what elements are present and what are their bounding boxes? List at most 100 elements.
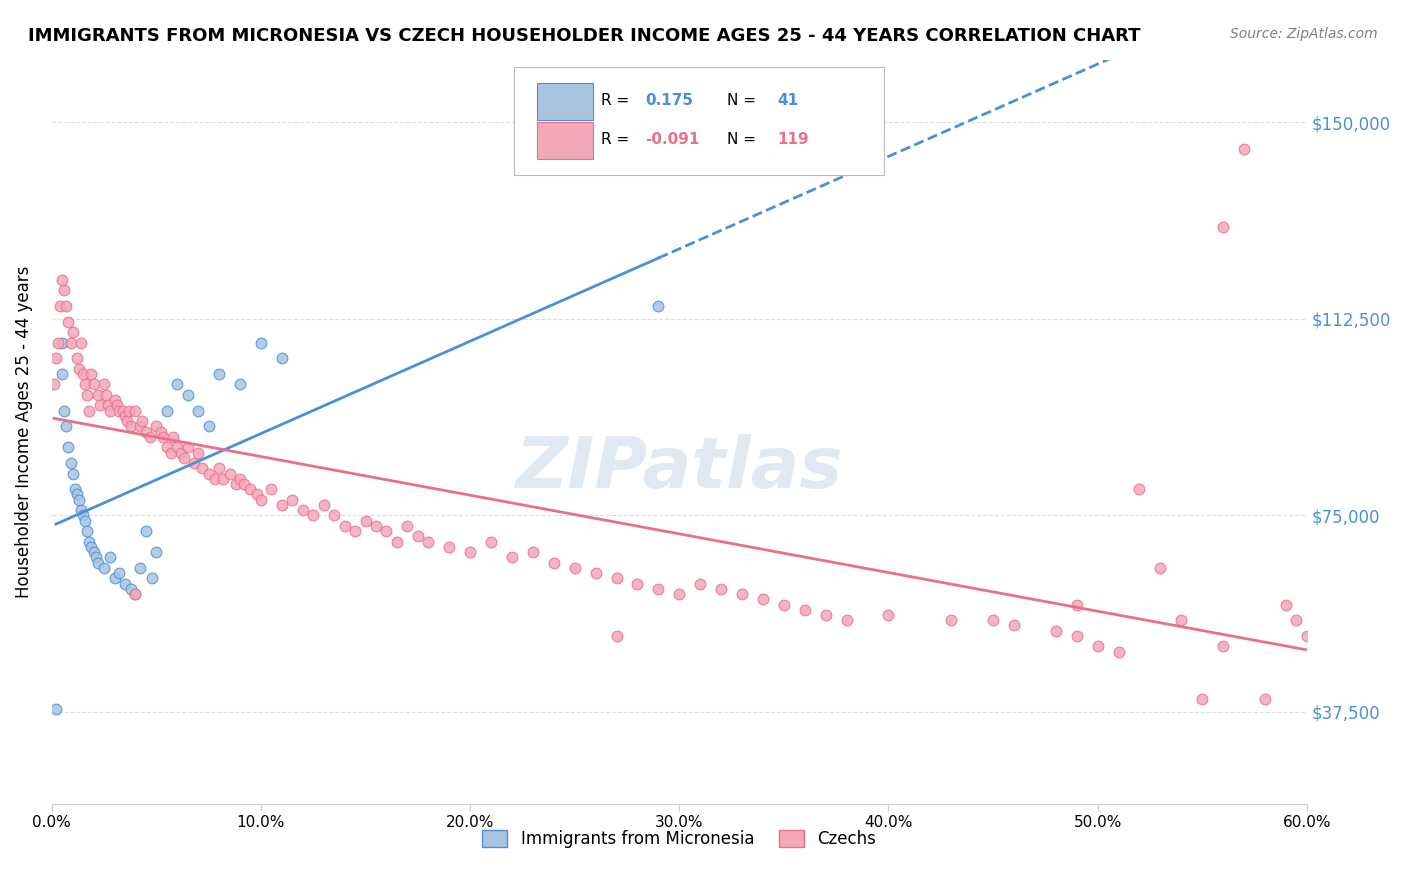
Point: [87, 556, 110, 570]
Text: R =: R =: [602, 93, 630, 108]
Point: [58, 440, 80, 454]
Point: [647, 582, 669, 596]
Point: [89, 399, 111, 413]
Text: R =: R =: [602, 132, 630, 146]
Point: [67, 492, 90, 507]
Point: [46, 335, 69, 350]
Text: Source: ZipAtlas.com: Source: ZipAtlas.com: [1230, 27, 1378, 41]
Point: [156, 403, 179, 417]
Point: [1170, 613, 1192, 627]
Point: [75, 514, 97, 528]
Point: [72, 367, 94, 381]
Point: [814, 607, 837, 622]
Point: [1108, 645, 1130, 659]
Point: [375, 524, 398, 538]
Point: [793, 603, 815, 617]
Point: [191, 461, 214, 475]
Point: [752, 592, 775, 607]
Point: [229, 377, 252, 392]
Point: [135, 524, 157, 538]
Text: IMMIGRANTS FROM MICRONESIA VS CZECH HOUSEHOLDER INCOME AGES 25 - 44 YEARS CORREL: IMMIGRANTS FROM MICRONESIA VS CZECH HOUS…: [28, 27, 1140, 45]
Point: [162, 430, 184, 444]
FancyBboxPatch shape: [513, 67, 884, 175]
Point: [418, 534, 440, 549]
Point: [111, 403, 134, 417]
Point: [66, 351, 89, 366]
Point: [120, 419, 142, 434]
Point: [62, 325, 84, 339]
Point: [66, 487, 89, 501]
Point: [51, 335, 73, 350]
Point: [59, 335, 82, 350]
Text: ZIPatlas: ZIPatlas: [516, 434, 844, 503]
Point: [149, 425, 172, 439]
Point: [53, 403, 76, 417]
Point: [70, 503, 93, 517]
Point: [772, 598, 794, 612]
Point: [941, 613, 963, 627]
Point: [312, 498, 335, 512]
Point: [76, 388, 98, 402]
Point: [166, 377, 188, 392]
Point: [1212, 640, 1234, 654]
Point: [835, 613, 858, 627]
Point: [605, 629, 627, 643]
Point: [1066, 598, 1088, 612]
Point: [76, 524, 98, 538]
Point: [62, 467, 84, 481]
Point: [105, 399, 128, 413]
Text: 41: 41: [778, 93, 799, 108]
Point: [128, 561, 150, 575]
Y-axis label: Householder Income Ages 25 - 44 years: Householder Income Ages 25 - 44 years: [15, 266, 32, 598]
Point: [45, 702, 67, 716]
Point: [1254, 691, 1277, 706]
Point: [1128, 482, 1150, 496]
Point: [204, 472, 226, 486]
Point: [124, 587, 146, 601]
Point: [118, 403, 141, 417]
Point: [55, 419, 77, 434]
Point: [218, 467, 240, 481]
Point: [84, 550, 107, 565]
Point: [114, 409, 136, 423]
Point: [93, 561, 115, 575]
Point: [103, 571, 125, 585]
Point: [145, 545, 167, 559]
Point: [458, 545, 481, 559]
Point: [98, 403, 121, 417]
Point: [63, 482, 86, 496]
Point: [173, 450, 195, 465]
Point: [710, 582, 733, 596]
Point: [49, 299, 72, 313]
Point: [94, 388, 117, 402]
Point: [67, 361, 90, 376]
Point: [160, 445, 183, 459]
Point: [212, 472, 235, 486]
Point: [58, 315, 80, 329]
Point: [55, 299, 77, 313]
FancyBboxPatch shape: [537, 122, 593, 159]
Point: [479, 534, 502, 549]
Point: [1149, 561, 1171, 575]
Point: [208, 461, 231, 475]
Point: [141, 571, 163, 585]
Point: [731, 587, 754, 601]
Point: [183, 456, 205, 470]
Point: [229, 472, 252, 486]
Text: N =: N =: [727, 132, 756, 146]
Point: [1295, 629, 1317, 643]
Point: [208, 367, 231, 381]
Point: [115, 414, 138, 428]
Point: [83, 545, 105, 559]
Point: [1045, 624, 1067, 638]
Point: [344, 524, 367, 538]
Point: [605, 571, 627, 585]
Point: [239, 482, 262, 496]
Text: -0.091: -0.091: [645, 132, 700, 146]
Point: [364, 519, 387, 533]
Point: [107, 566, 129, 580]
Point: [354, 514, 377, 528]
Point: [522, 545, 544, 559]
Point: [51, 367, 73, 381]
Point: [177, 440, 200, 454]
